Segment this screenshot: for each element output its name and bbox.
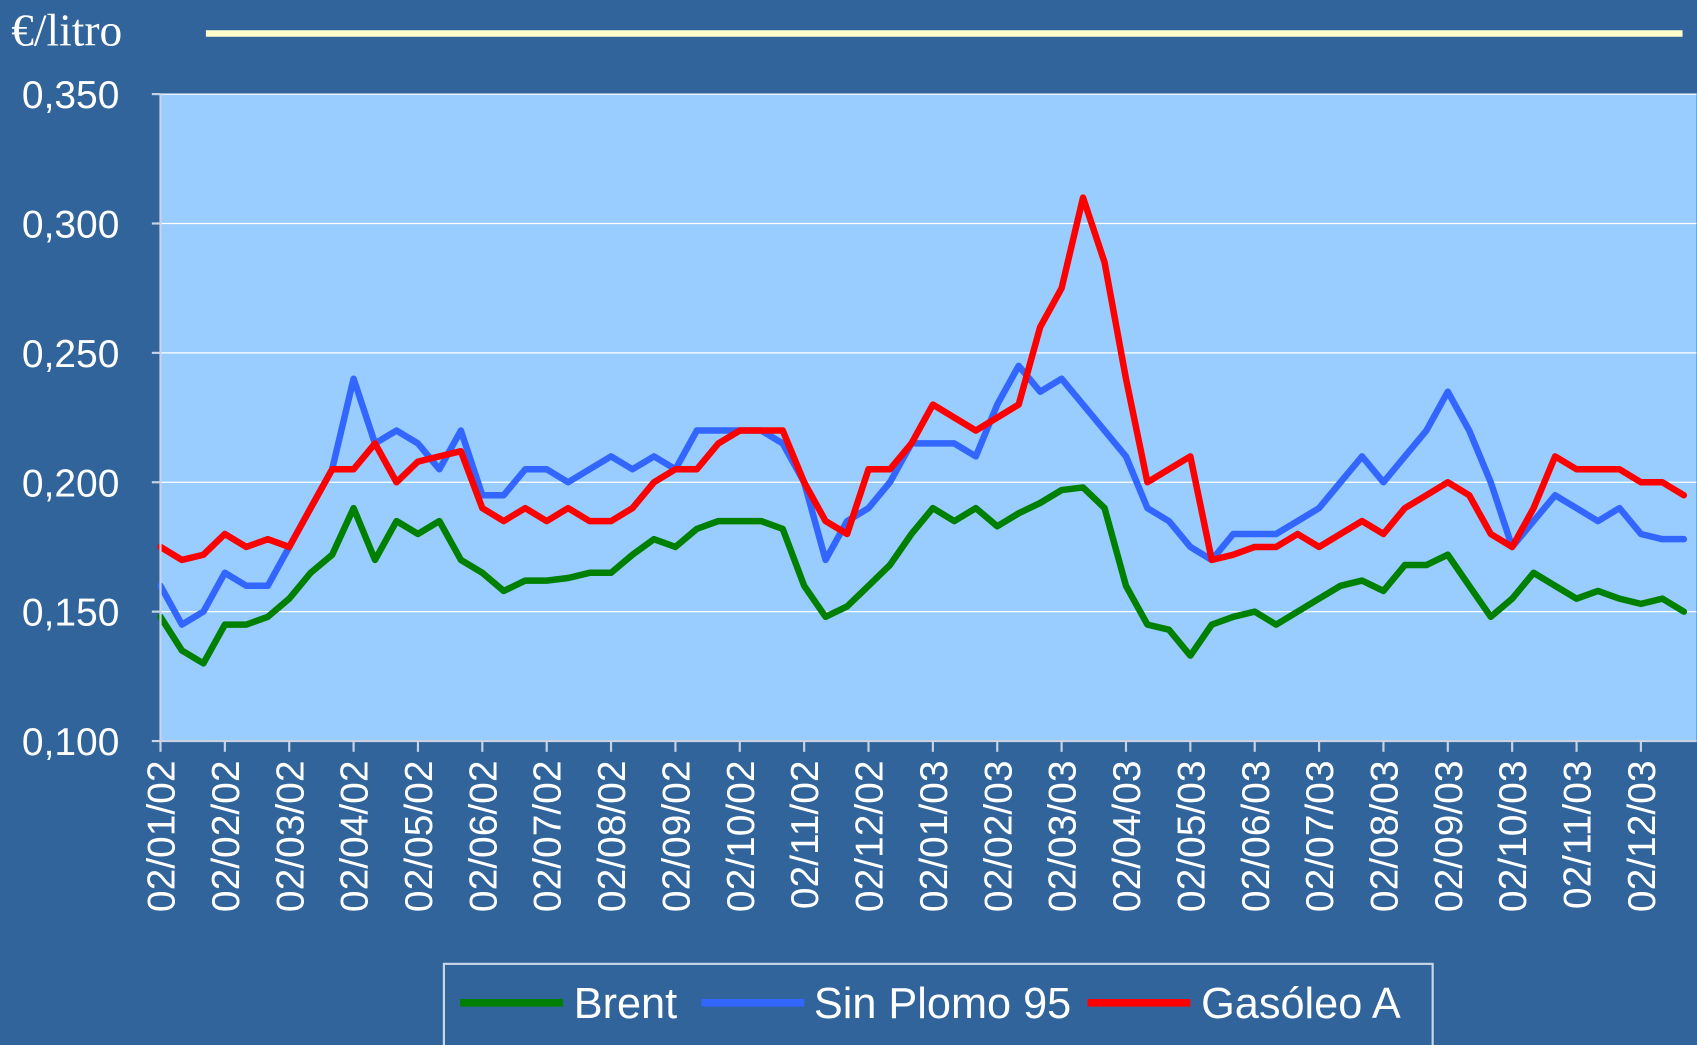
x-tick-label: 02/01/03	[913, 760, 956, 912]
x-tick-label: 02/09/03	[1428, 760, 1471, 912]
x-tick-label: 02/06/03	[1235, 760, 1278, 912]
y-tick-label: 0,300	[22, 204, 119, 247]
x-tick-label: 02/09/02	[655, 760, 698, 912]
y-tick-label: 0,100	[22, 721, 119, 764]
x-tick-label: 02/07/02	[527, 760, 570, 912]
legend-box	[442, 962, 1434, 1045]
x-tick-label: 02/08/03	[1364, 760, 1407, 912]
x-tick-label: 02/02/02	[205, 760, 248, 912]
y-tick-label: 0,250	[22, 333, 119, 376]
y-tick-label: 0,200	[22, 462, 119, 505]
legend: Brent Sin Plomo 95 Gasóleo A	[460, 980, 1401, 1028]
x-tick-label: 02/08/02	[591, 760, 634, 912]
x-tick-label: 02/06/02	[462, 760, 505, 912]
x-tick-label: 02/01/02	[141, 760, 184, 912]
grid	[160, 93, 1697, 742]
legend-label: Gasóleo A	[1201, 980, 1401, 1028]
x-tick-label: 02/02/03	[977, 760, 1020, 912]
x-tick-label: 02/07/03	[1299, 760, 1342, 912]
x-tick-label: 02/03/03	[1042, 760, 1085, 912]
x-tick-label: 02/11/03	[1557, 760, 1600, 909]
x-tick-label: 02/05/02	[398, 760, 441, 912]
x-tick-label: 02/12/03	[1621, 760, 1664, 912]
axes: 0,100 0,150 0,200 0,250 0,300 0,350 02/01/02 02…	[22, 74, 1697, 912]
legend-label: Brent	[574, 980, 677, 1028]
lines	[157, 194, 1688, 667]
y-axis-label: €/litro	[11, 5, 122, 55]
x-tick-label: 02/04/02	[334, 760, 377, 912]
series-line	[157, 194, 1688, 564]
x-tick-label: 02/10/03	[1492, 760, 1535, 912]
x-tick-label: 02/03/02	[269, 760, 312, 912]
y-tick-label: 0,350	[22, 74, 119, 117]
series-line	[157, 362, 1688, 628]
legend-label: Sin Plomo 95	[814, 980, 1071, 1028]
series-line	[157, 484, 1688, 667]
y-tick-label: 0,150	[22, 592, 119, 635]
x-tick-label: 02/12/02	[849, 760, 892, 912]
x-tick-label: 02/11/02	[784, 760, 827, 909]
x-tick-label: 02/05/03	[1170, 760, 1213, 912]
x-tick-label: 02/10/02	[720, 760, 763, 912]
x-tick-label: 02/04/03	[1106, 760, 1149, 912]
